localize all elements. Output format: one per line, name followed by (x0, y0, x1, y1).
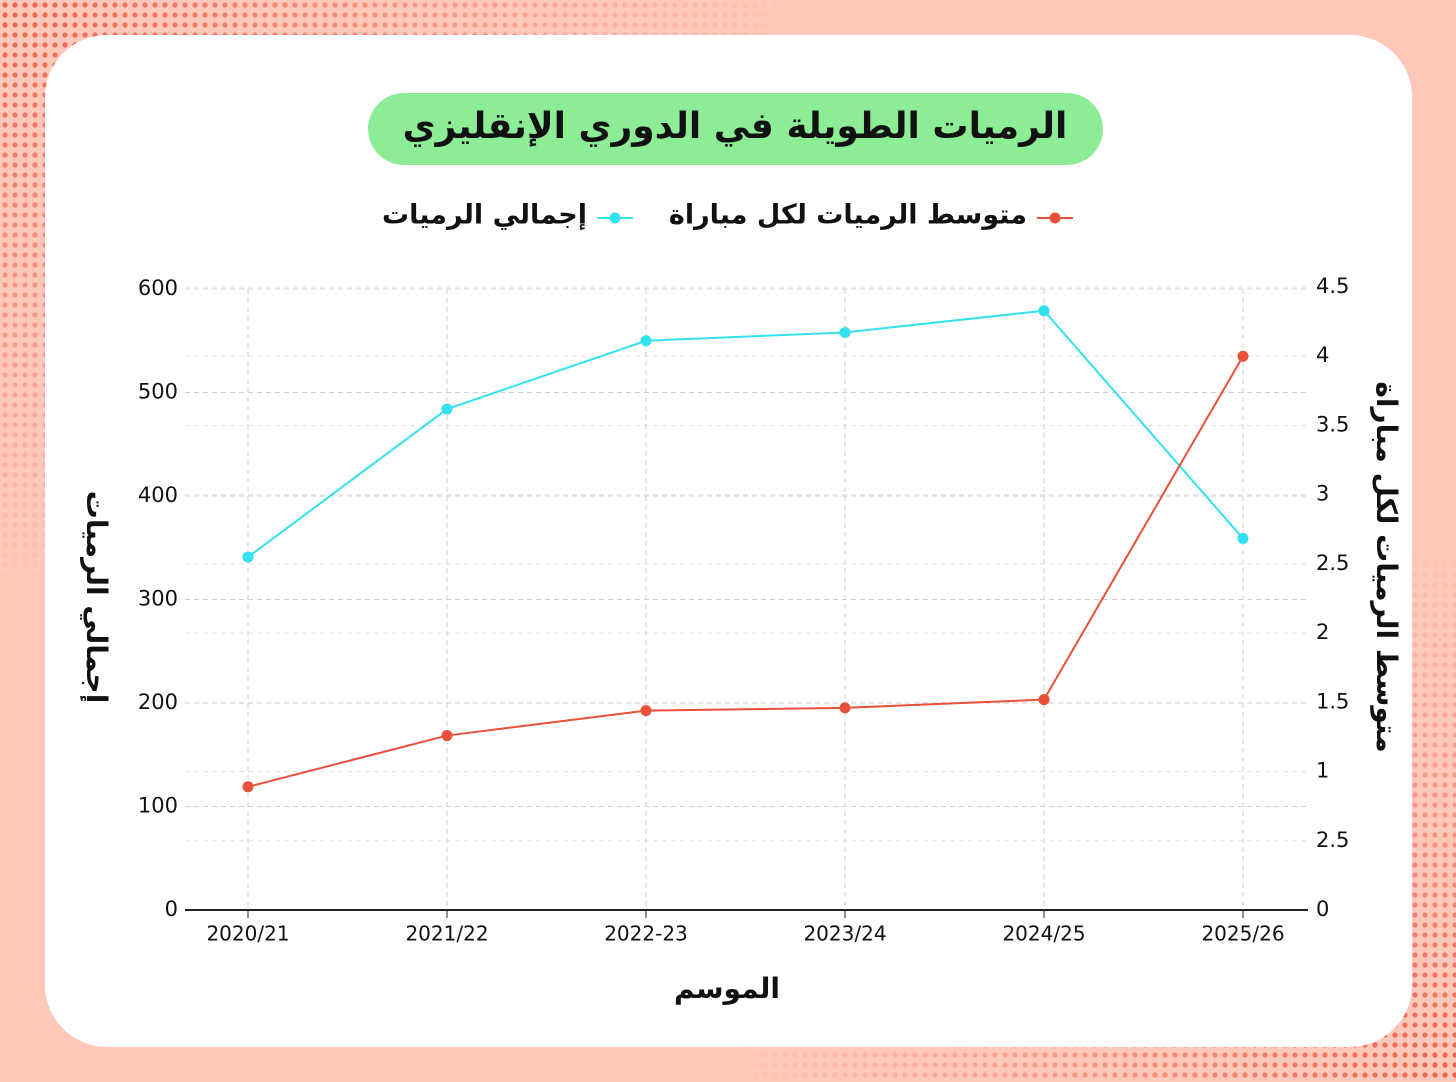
x-tick-label: 2020/21 (206, 922, 289, 946)
data-point (839, 326, 851, 338)
data-point (441, 730, 453, 742)
y2-tick-label: 1.5 (1316, 689, 1349, 713)
x-tick-label: 2024/25 (1002, 922, 1085, 946)
y2-tick-label: 0 (1316, 897, 1329, 921)
y-axis-title: إجمالي الرميات (79, 491, 113, 704)
x-tick-label: 2025/26 (1201, 922, 1284, 946)
y2-tick-label: 2.5 (1316, 551, 1349, 575)
y2-tick-label: 3.5 (1316, 412, 1349, 436)
y2-tick-label: 2 (1316, 620, 1329, 644)
data-point (640, 335, 652, 347)
series-line (247, 309, 1244, 558)
y2-axis-title: متوسط الرميات لكل مباراة (1370, 381, 1403, 752)
chart-title: الرميات الطويلة في الدوري الإنقليزي (403, 106, 1068, 147)
data-point (1237, 532, 1249, 544)
data-point (839, 702, 851, 714)
y-tick-label: 300 (138, 587, 178, 611)
y-tick-label: 500 (138, 380, 178, 404)
y-tick-label: 200 (138, 690, 178, 714)
x-tick-label: 2022-23 (604, 922, 688, 946)
data-point (640, 705, 652, 717)
y-tick-label: 100 (138, 794, 178, 818)
data-point (242, 781, 254, 793)
legend-marker (1049, 212, 1061, 224)
legend-marker (609, 212, 621, 224)
y2-tick-label: 4 (1316, 343, 1329, 367)
y2-tick-label: 3 (1316, 482, 1329, 506)
series-line (247, 355, 1244, 788)
x-tick-label: 2021/22 (405, 922, 488, 946)
y2-tick-label: 4.5 (1316, 274, 1349, 298)
y2-tick-label: 1 (1316, 759, 1329, 783)
data-point (441, 403, 453, 415)
legend-label: متوسط الرميات لكل مباراة (669, 200, 1027, 231)
title-pill (368, 93, 1103, 165)
card (45, 35, 1412, 1047)
data-point (242, 551, 254, 563)
data-point (1038, 694, 1050, 706)
legend-label: إجمالي الرميات (382, 200, 587, 231)
y-tick-label: 400 (138, 483, 178, 507)
y2-tick-label: 2.5 (1316, 828, 1349, 852)
y-tick-label: 600 (138, 276, 178, 300)
data-point (1237, 350, 1249, 362)
data-point (1038, 305, 1050, 317)
x-tick-label: 2023/24 (803, 922, 886, 946)
x-axis-title: الموسم (674, 972, 780, 1005)
y-tick-label: 0 (165, 897, 178, 921)
